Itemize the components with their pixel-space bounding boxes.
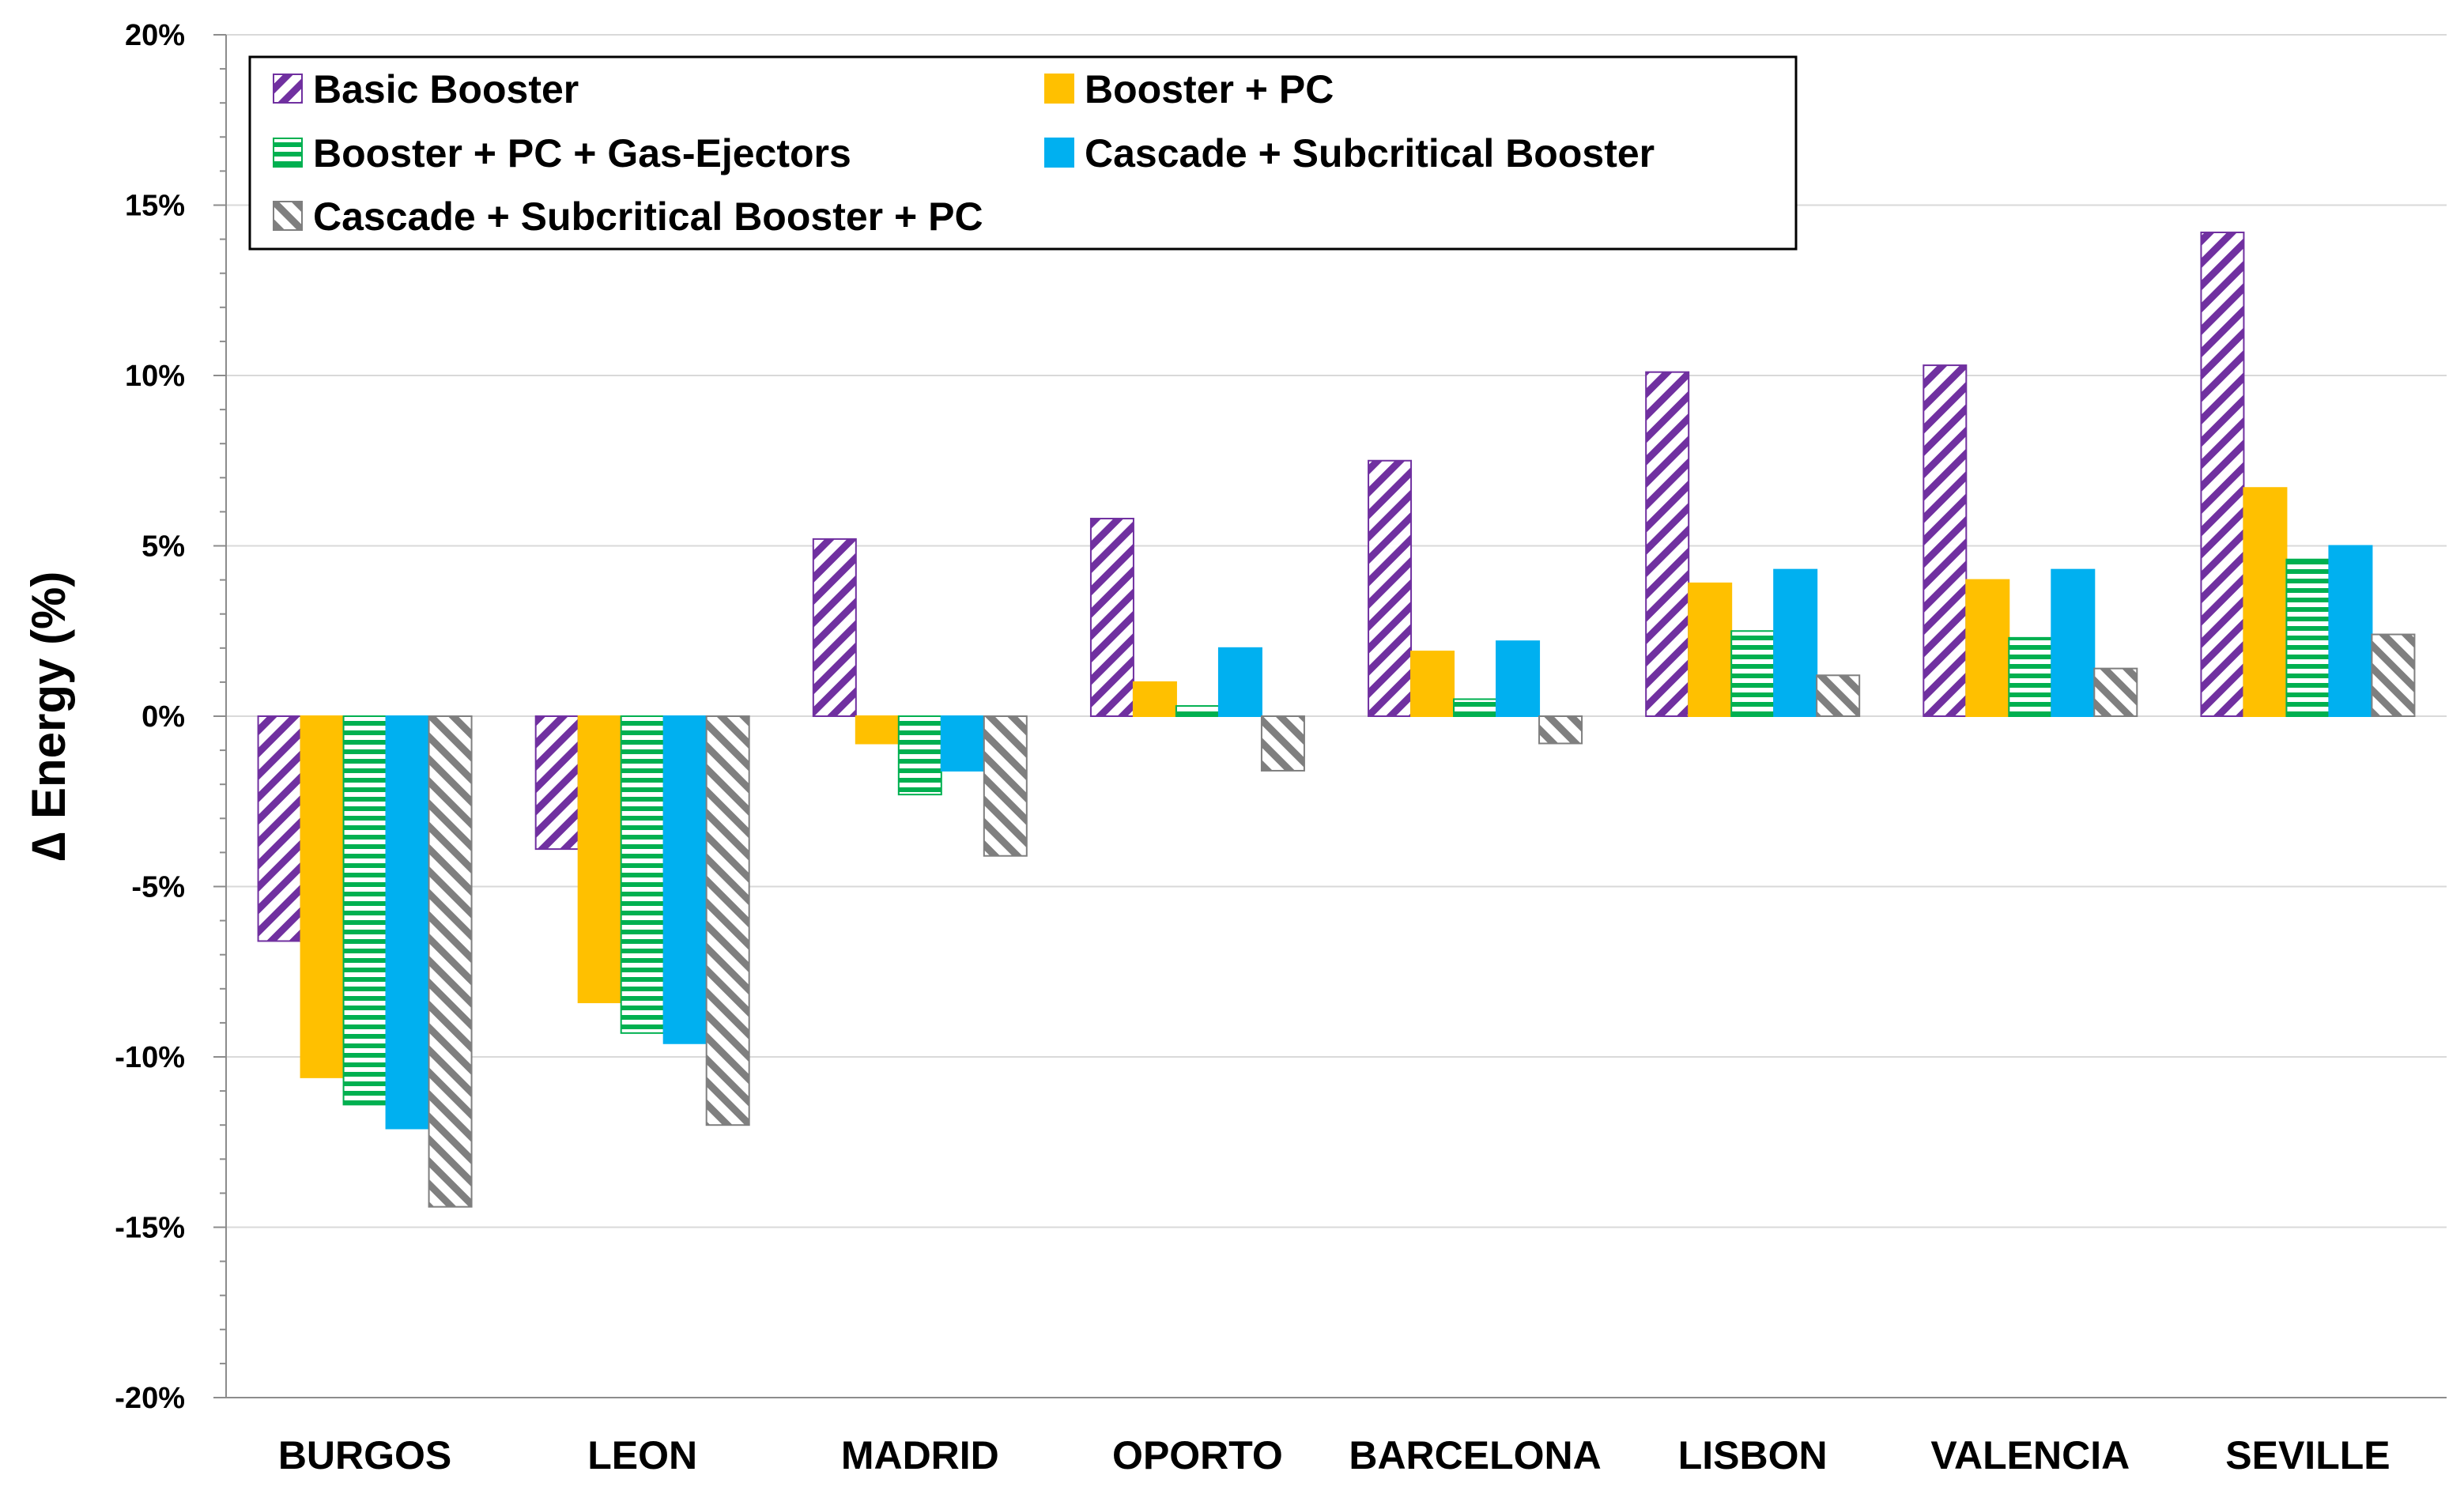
bar-oporto-4 <box>1260 715 1305 772</box>
bar-barcelona-1 <box>1410 651 1455 717</box>
bar-seville-1 <box>2243 487 2288 717</box>
bar-leon-1 <box>577 715 622 1004</box>
bar-seville-0 <box>2200 231 2245 718</box>
legend-swatch <box>273 138 303 168</box>
y-tick-label: 15% <box>125 190 185 223</box>
bar-valencia-1 <box>1965 579 2010 717</box>
y-tick-label: 5% <box>142 530 185 564</box>
bar-lisbon-1 <box>1688 582 1733 717</box>
bar-seville-4 <box>2371 633 2416 717</box>
bar-madrid-4 <box>983 715 1028 857</box>
bar-oporto-3 <box>1217 647 1262 717</box>
y-tick-label: 10% <box>125 360 185 393</box>
bar-leon-2 <box>620 715 665 1034</box>
bar-barcelona-4 <box>1538 715 1583 745</box>
bar-barcelona-2 <box>1453 698 1498 718</box>
x-category-label: BURGOS <box>278 1433 451 1477</box>
bar-madrid-1 <box>855 715 900 745</box>
bar-valencia-0 <box>1923 364 1968 717</box>
bar-lisbon-2 <box>1730 630 1775 717</box>
bar-lisbon-3 <box>1773 568 1818 717</box>
x-category-label: MADRID <box>841 1433 999 1477</box>
x-category-label: OPORTO <box>1112 1433 1283 1477</box>
y-tick-label: 20% <box>125 19 185 52</box>
legend-swatch <box>273 74 303 104</box>
legend: Basic Booster Booster + PC Booster + PC + … <box>248 55 1798 251</box>
bar-leon-3 <box>662 715 708 1044</box>
bar-burgos-4 <box>428 715 473 1208</box>
legend-box <box>248 55 1798 251</box>
legend-label: Booster + PC <box>1085 67 1334 111</box>
bar-seville-3 <box>2328 545 2373 717</box>
y-tick-label: -15% <box>115 1212 185 1245</box>
legend-label: Booster + PC + Gas-Ejectors <box>313 131 851 175</box>
y-tick-label: 0% <box>142 700 185 734</box>
bar-lisbon-4 <box>1816 674 1861 718</box>
axes <box>213 34 2447 1398</box>
bar-valencia-2 <box>2008 636 2053 717</box>
legend-swatch <box>1044 138 1074 168</box>
x-category-label: LEON <box>587 1433 697 1477</box>
y-tick-label: -20% <box>115 1382 185 1415</box>
bar-burgos-2 <box>342 715 387 1106</box>
y-tick-label: -10% <box>115 1041 185 1074</box>
y-axis-title: ∆ Energy (%) <box>22 572 75 862</box>
bar-madrid-0 <box>812 538 857 717</box>
bar-barcelona-0 <box>1368 459 1413 717</box>
bars <box>257 231 2416 1208</box>
axis-labels: -20% -15% -10% -5% 0% 5% 10% 15% 20% BURGOS LEON MA… <box>22 19 2390 1477</box>
legend-swatch <box>1044 74 1074 104</box>
bar-burgos-3 <box>385 715 430 1130</box>
legend-label: Cascade + Subcritical Booster <box>1085 131 1655 175</box>
y-tick-label: -5% <box>131 871 185 904</box>
legend-label: Basic Booster <box>313 67 579 111</box>
x-category-label: BARCELONA <box>1349 1433 1601 1477</box>
bar-madrid-3 <box>940 715 985 772</box>
bar-lisbon-0 <box>1645 371 1690 717</box>
bar-seville-2 <box>2285 558 2330 717</box>
legend-swatch <box>273 201 303 231</box>
x-category-label: VALENCIA <box>1930 1433 2130 1477</box>
bar-oporto-1 <box>1132 681 1177 718</box>
bar-burgos-0 <box>257 715 302 942</box>
bar-oporto-2 <box>1175 705 1220 718</box>
bar-valencia-3 <box>2051 568 2096 717</box>
legend-label: Cascade + Subcritical Booster + PC <box>313 194 983 239</box>
x-category-label: SEVILLE <box>2225 1433 2390 1477</box>
bar-valencia-4 <box>2093 667 2138 717</box>
bar-leon-0 <box>534 715 579 851</box>
bar-barcelona-3 <box>1496 640 1541 717</box>
x-category-label: LISBON <box>1678 1433 1828 1477</box>
bar-leon-4 <box>705 715 750 1126</box>
bar-burgos-1 <box>300 715 345 1078</box>
bar-madrid-2 <box>897 715 942 796</box>
bar-oporto-0 <box>1089 518 1134 718</box>
